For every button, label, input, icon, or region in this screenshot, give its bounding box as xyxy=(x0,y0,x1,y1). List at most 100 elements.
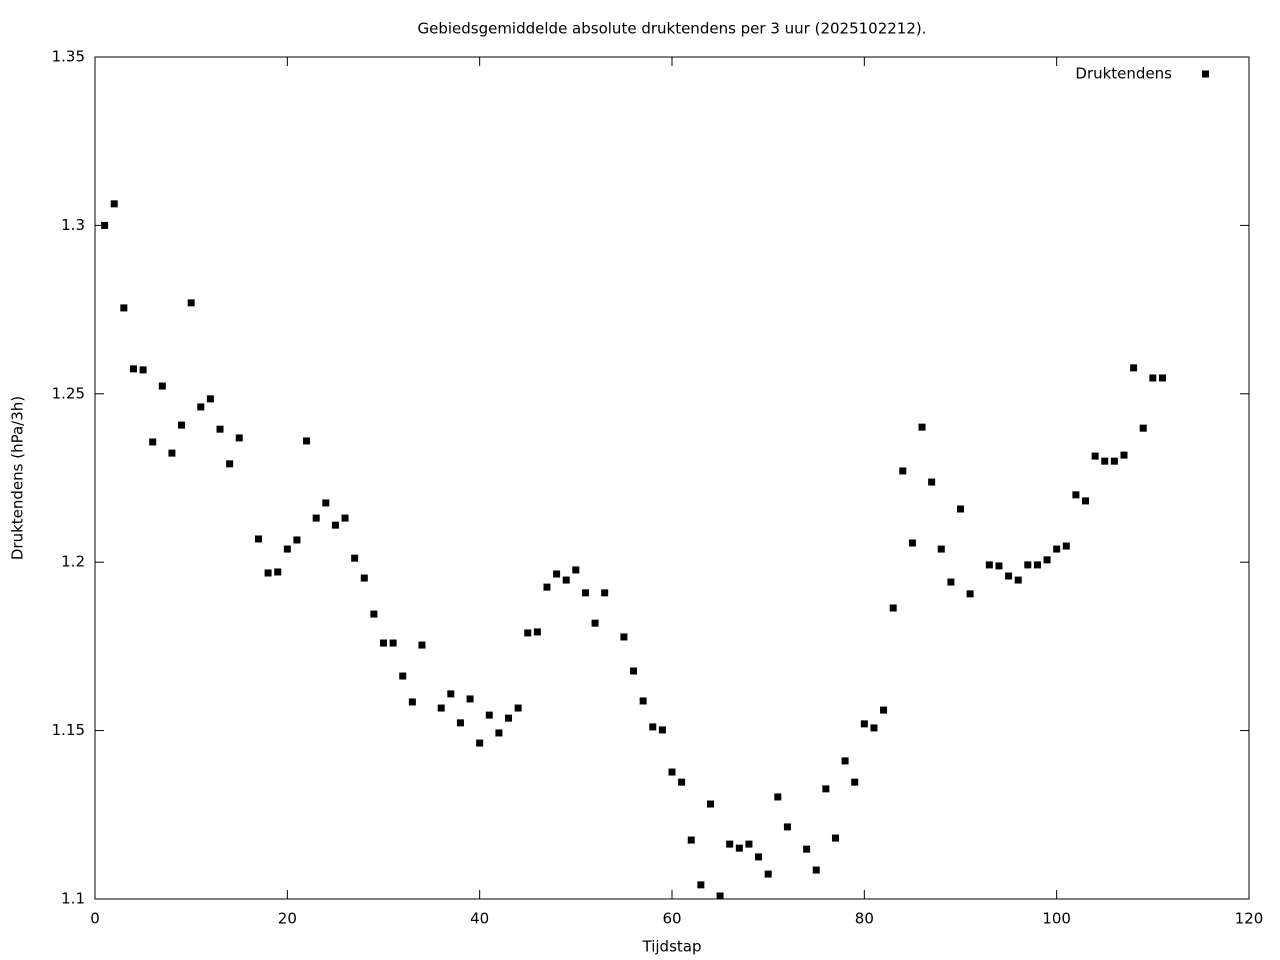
point xyxy=(341,514,349,522)
point xyxy=(120,304,128,312)
point xyxy=(187,299,195,307)
point xyxy=(178,421,186,429)
point xyxy=(1139,424,1147,432)
point xyxy=(370,610,378,618)
point xyxy=(649,723,657,731)
chart-title: Gebiedsgemiddelde absolute druktendens p… xyxy=(417,20,926,38)
point xyxy=(630,667,638,675)
point xyxy=(658,726,666,734)
point xyxy=(1120,451,1128,459)
point xyxy=(139,366,147,374)
point xyxy=(899,467,907,475)
point xyxy=(437,704,445,712)
point xyxy=(697,881,705,889)
point xyxy=(1072,491,1080,499)
point xyxy=(918,423,926,431)
x-tick-label: 120 xyxy=(1235,910,1264,928)
point xyxy=(312,514,320,522)
point xyxy=(562,576,570,584)
point xyxy=(620,633,628,641)
point xyxy=(928,478,936,486)
point xyxy=(1043,556,1051,564)
x-tick-label: 80 xyxy=(855,910,874,928)
point xyxy=(553,570,561,578)
point xyxy=(226,460,234,468)
point xyxy=(158,382,166,390)
point xyxy=(418,641,426,649)
point xyxy=(216,425,224,433)
point xyxy=(831,834,839,842)
legend-marker xyxy=(1202,70,1209,78)
point xyxy=(495,729,503,737)
point xyxy=(947,578,955,586)
point xyxy=(678,778,686,786)
point xyxy=(322,499,330,507)
point xyxy=(1110,457,1118,465)
point xyxy=(533,628,541,636)
point xyxy=(129,365,137,373)
point xyxy=(889,604,897,612)
point xyxy=(1130,364,1138,372)
x-axis-label: Tijdstap xyxy=(642,938,702,956)
point xyxy=(447,690,455,698)
point xyxy=(735,844,743,852)
point xyxy=(1062,542,1070,550)
point xyxy=(745,840,753,848)
point xyxy=(1082,497,1090,505)
point xyxy=(264,569,272,577)
point xyxy=(937,545,945,553)
point xyxy=(1158,374,1166,382)
point xyxy=(668,768,676,776)
point xyxy=(303,437,311,445)
point xyxy=(774,793,782,801)
x-tick-label: 0 xyxy=(90,910,100,928)
point xyxy=(505,714,513,722)
y-tick-label: 1.1 xyxy=(61,890,85,908)
point xyxy=(110,200,118,208)
y-axis-label: Druktendens (hPa/3h) xyxy=(9,396,27,560)
point xyxy=(966,590,974,598)
point xyxy=(235,434,243,442)
point xyxy=(293,536,301,544)
point xyxy=(197,403,205,411)
point xyxy=(985,561,993,569)
point xyxy=(870,724,878,732)
point xyxy=(822,785,830,793)
point xyxy=(764,870,772,878)
point xyxy=(1005,572,1013,580)
point xyxy=(380,639,387,647)
point xyxy=(543,583,551,591)
point xyxy=(408,698,416,706)
point xyxy=(351,554,359,562)
point xyxy=(572,566,580,574)
point xyxy=(514,704,522,712)
point xyxy=(860,720,868,728)
point xyxy=(1053,545,1061,553)
point xyxy=(995,562,1003,570)
y-tick-label: 1.2 xyxy=(61,553,85,571)
point xyxy=(168,449,176,457)
point xyxy=(880,706,888,714)
point xyxy=(283,545,291,553)
point xyxy=(360,574,368,582)
point xyxy=(1024,561,1032,569)
point xyxy=(783,823,791,831)
point xyxy=(851,778,859,786)
point xyxy=(908,539,916,547)
point xyxy=(1091,452,1099,460)
point xyxy=(456,719,464,727)
point xyxy=(101,221,109,229)
y-tick-label: 1.35 xyxy=(52,48,85,66)
point xyxy=(1033,561,1041,569)
point xyxy=(841,757,849,765)
point xyxy=(803,845,811,853)
point xyxy=(581,589,589,597)
point xyxy=(639,697,647,705)
point xyxy=(254,535,262,543)
point xyxy=(755,853,763,861)
x-tick-label: 40 xyxy=(470,910,489,928)
y-tick-label: 1.15 xyxy=(52,721,85,739)
point xyxy=(399,672,407,680)
point xyxy=(331,521,339,529)
